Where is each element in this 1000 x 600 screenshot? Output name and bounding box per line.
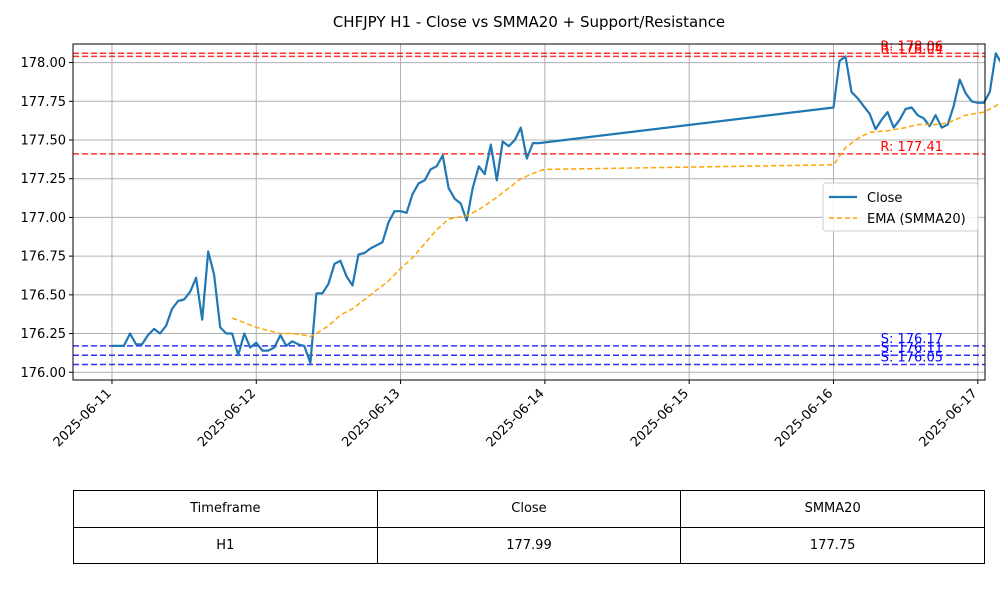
x-tick-label: 2025-06-16: [772, 386, 836, 450]
y-tick-label: 176.00: [21, 366, 67, 381]
legend-label: Close: [867, 191, 902, 206]
support-label: S: 176.11: [881, 341, 943, 356]
y-tick-label: 176.50: [21, 288, 67, 303]
smma20-series-line: [231, 101, 1000, 338]
x-tick-label: 2025-06-12: [195, 386, 259, 450]
table-cell: H1: [73, 526, 378, 564]
resistance-label: R: 178.06: [880, 39, 943, 54]
x-tick-label: 2025-06-13: [339, 386, 403, 450]
y-tick-label: 176.25: [21, 327, 67, 342]
chart: CHFJPY H1 - Close vs SMMA20 + Support/Re…: [21, 13, 1000, 450]
legend-box: [822, 182, 979, 232]
x-tick-label: 2025-06-14: [484, 386, 548, 450]
support-label: S: 176.17: [881, 332, 943, 347]
series: [112, 52, 1000, 365]
chart-title: CHFJPY H1 - Close vs SMMA20 + Support/Re…: [333, 13, 725, 31]
legend-label: EMA (SMMA20): [867, 212, 966, 227]
summary-table: Timeframe Close SMMA20 H1 177.99 177.75: [73, 490, 985, 564]
table-header-cell: Timeframe: [73, 490, 378, 528]
y-tick-label: 177.50: [21, 134, 67, 149]
close-series-line: [112, 52, 1000, 365]
x-tick-label: 2025-06-17: [917, 386, 981, 450]
y-tick-label: 178.00: [21, 56, 67, 71]
y-tick-label: 177.00: [21, 211, 67, 226]
y-tick-label: 176.75: [21, 250, 67, 265]
levels: R: 178.06R: 178.04R: 177.41S: 176.17S: 1…: [73, 39, 985, 366]
table-cell: 177.99: [376, 526, 682, 564]
table-header-row: Timeframe Close SMMA20: [73, 490, 985, 528]
table-row: H1 177.99 177.75: [73, 526, 985, 564]
x-tick-label: 2025-06-15: [628, 386, 692, 450]
plot-frame: [72, 43, 986, 381]
resistance-label: R: 177.41: [880, 140, 943, 155]
support-label: S: 176.05: [881, 351, 943, 366]
x-tick-label: 2025-06-11: [51, 386, 115, 450]
axes: 176.00 176.25 176.50 176.75 177.00 177.25 177.…: [21, 56, 981, 450]
resistance-label: R: 178.04: [880, 42, 943, 57]
table-header-cell: SMMA20: [680, 490, 985, 528]
y-tick-label: 177.25: [21, 172, 67, 187]
table-cell: 177.75: [680, 526, 985, 564]
y-tick-label: 177.75: [21, 95, 67, 110]
legend: Close EMA (SMMA20): [822, 182, 979, 232]
grid: [73, 44, 985, 380]
table-header-cell: Close: [376, 490, 682, 528]
